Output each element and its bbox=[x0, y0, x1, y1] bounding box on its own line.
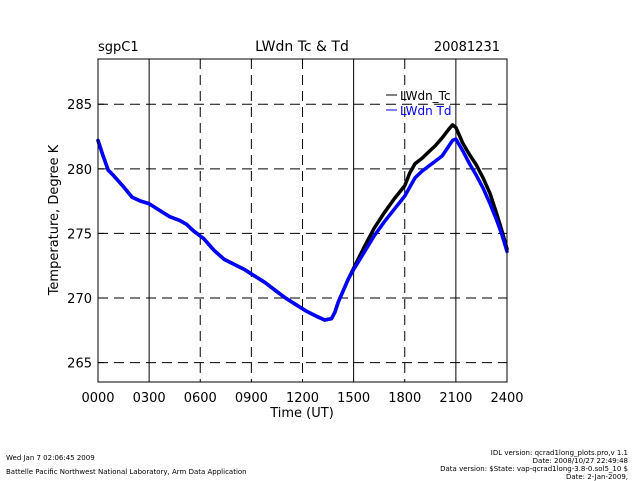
grid bbox=[98, 59, 507, 382]
date-label: 20081231 bbox=[434, 40, 500, 55]
y-tick-label: 270 bbox=[67, 292, 92, 307]
footer-idl-version: IDL version: qcrad1long_plots.pro,v 1.1 bbox=[490, 449, 628, 457]
chart-title: LWdn Tc & Td bbox=[255, 39, 349, 55]
plot-frame bbox=[97, 58, 508, 383]
x-tick-label: 1800 bbox=[388, 391, 421, 406]
x-tick-label: 0900 bbox=[235, 391, 268, 406]
series-layer bbox=[96, 123, 509, 322]
y-tick-label: 280 bbox=[67, 163, 92, 178]
legend-label-tc: LWdn_Tc bbox=[400, 89, 451, 103]
x-tick-label: 0000 bbox=[81, 391, 114, 406]
footer-left: Wed Jan 7 02:06:45 2009 Battelle Pacific… bbox=[6, 454, 247, 476]
legend-label-td: LWdn Td bbox=[400, 104, 451, 118]
series-line-lwdn-td bbox=[96, 137, 509, 322]
footer-timestamp: Wed Jan 7 02:06:45 2009 bbox=[6, 454, 95, 462]
x-tick-label: 1500 bbox=[337, 391, 370, 406]
x-tick-label: 0300 bbox=[133, 391, 166, 406]
x-tick-label: 1200 bbox=[286, 391, 319, 406]
y-tick-label: 265 bbox=[67, 357, 92, 372]
footer-data-version: Data version: $State: vap-qcrad1long-3.8… bbox=[440, 465, 628, 473]
x-tick-label: 2100 bbox=[439, 391, 472, 406]
footer-idl-date: Date: 2008/10/27 22:49:48 bbox=[532, 457, 628, 465]
ticks: 0000 0300 0600 0900 1200 1500 1800 2100 2400 265 2… bbox=[67, 98, 523, 406]
y-tick-label: 285 bbox=[67, 98, 92, 113]
y-tick-label: 275 bbox=[67, 227, 92, 242]
x-tick-label: 2400 bbox=[490, 391, 523, 406]
x-axis-label: Time (UT) bbox=[269, 406, 334, 421]
footer-data-date: Date: 2-Jan-2009, bbox=[565, 473, 628, 481]
footer-right: IDL version: qcrad1long_plots.pro,v 1.1 … bbox=[440, 449, 628, 481]
legend: LWdn_Tc LWdn Td bbox=[386, 89, 451, 118]
y-axis-label: Temperature, Degree K bbox=[47, 144, 62, 296]
site-label: sgpC1 bbox=[98, 40, 139, 55]
footer-org: Battelle Pacific Northwest National Labo… bbox=[6, 468, 247, 476]
x-tick-label: 0600 bbox=[184, 391, 217, 406]
